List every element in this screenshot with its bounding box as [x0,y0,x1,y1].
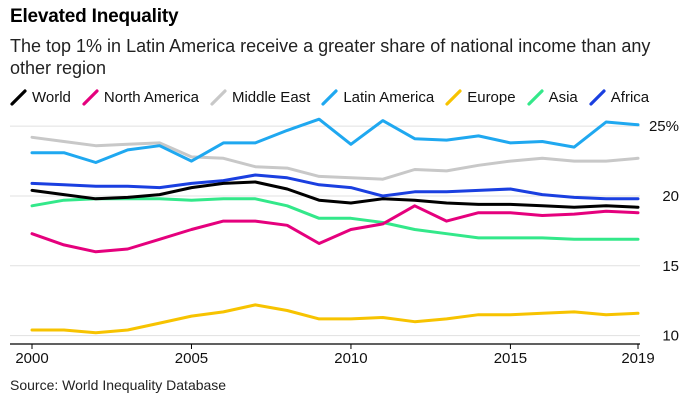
series-line-asia [30,197,640,241]
y-tick-label: 25% [649,118,679,135]
legend-swatch [82,88,99,106]
series-line-europe [30,303,640,335]
series-line-africa [30,173,640,201]
y-tick-label: 15 [662,258,679,275]
legend-item-africa: Africa [589,89,649,106]
x-tick-label: 2000 [15,350,48,367]
chart-title: Elevated Inequality [10,6,179,27]
source-note: Source: World Inequality Database [10,377,227,393]
legend-swatch [526,88,544,106]
legend-label: Latin America [343,88,435,106]
legend-label: Africa [610,88,650,106]
legend-item-asia: Asia [526,88,578,106]
legend-item-europe: Europe [445,88,516,106]
y-tick-label: 20 [662,188,679,205]
legend-label: North America [103,88,199,106]
legend-item-world: World [10,89,71,106]
legend-item-middle-east: Middle East [210,89,310,106]
x-tick-label: 2010 [334,350,367,367]
legend-label: Asia [548,88,578,106]
legend-swatch [445,88,462,106]
legend-label: Middle East [231,88,311,106]
legend-item-north-america: North America [82,89,199,106]
legend-item-latin-america: Latin America [321,89,434,106]
legend: World North America Middle East Latin Ameri… [10,86,649,108]
series-line-latin-america [30,117,640,164]
y-tick-label: 10 [662,328,679,345]
x-tick-label: 2019 [621,350,654,367]
series-line-world [30,180,640,209]
x-tick-label: 2005 [175,350,208,367]
legend-swatch [321,88,338,106]
legend-label: World [32,88,71,106]
series-line-middle-east [30,135,640,181]
legend-swatch [589,88,606,106]
legend-swatch [210,88,227,106]
x-tick-label: 2015 [494,350,527,367]
legend-swatch [10,88,27,106]
legend-label: Europe [467,88,516,106]
chart-subtitle: The top 1% in Latin America receive a gr… [10,36,651,78]
series-line-north-america [30,204,640,254]
